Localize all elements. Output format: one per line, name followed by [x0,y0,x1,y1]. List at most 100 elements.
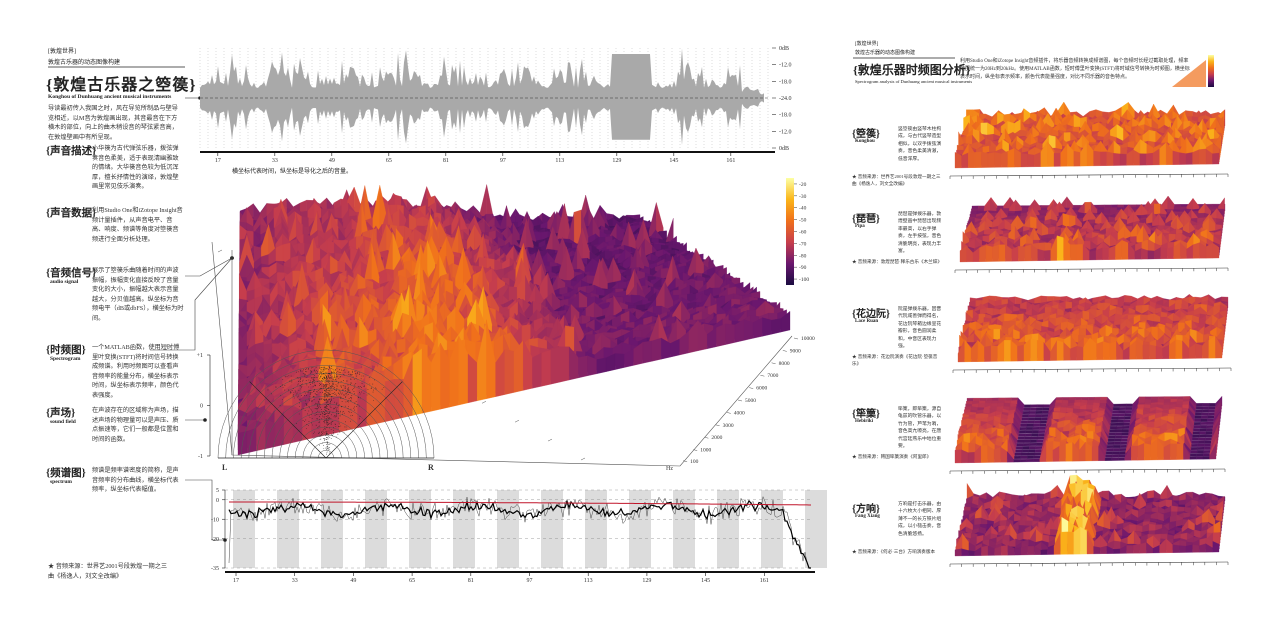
surface-facet [1073,150,1081,167]
x-tick-label: 145 [669,158,678,164]
y-tick-label: -20 [211,537,219,543]
time-tick [580,457,586,461]
surface-facet [994,152,1002,168]
freq-tick [749,387,754,389]
time-tick [217,249,223,253]
mini-colorbar [1208,55,1214,87]
colorbar-label: -20 [799,182,807,188]
surface-facet [1179,152,1187,165]
time-tick [547,438,553,442]
surface-frame [211,241,793,467]
connector [185,257,233,277]
x-tick-label: 97 [527,578,533,584]
surface-facet [1044,250,1051,261]
freq-tick [704,436,709,439]
surface-facet [541,349,551,387]
surface-facet [1056,235,1064,261]
scale-label: -24.0 [779,96,792,102]
connector [150,257,233,351]
surface-facet [1093,150,1101,167]
y-tick-label: -35 [211,566,219,572]
x-tick-label: 65 [409,578,415,584]
colorbar-label: -30 [799,194,807,200]
field-arc [318,450,334,459]
surface-facet [959,245,967,263]
surface-facet [1024,244,1032,262]
freq-label: 100 [690,459,699,465]
scale-label: -18.0 [779,113,792,119]
surface-facet [1034,152,1041,167]
surface-facet [1185,152,1193,165]
surface-facet [651,337,662,362]
surface-facet [550,346,561,385]
spectrogram-surface [237,184,791,456]
x-tick-label: 33 [292,578,298,584]
x-tick-label: 65 [386,158,392,164]
surface-facet [1172,150,1180,165]
surface-facet [992,244,1000,262]
colorbar-label: -80 [799,253,807,259]
surface-facet [1212,152,1220,165]
y-tick-label: 5 [216,488,219,494]
waveform [200,48,764,145]
freq-tick [715,424,720,427]
band [629,490,651,568]
surface-facet [1089,250,1097,261]
x-tick-label: 129 [612,158,621,164]
surface-facet [596,357,607,374]
scale-label: 0dB [779,46,789,52]
freq-label: 1000 [700,448,711,454]
x-tick-label: 113 [584,578,593,584]
freq-label: 7000 [767,373,778,379]
colorbar [786,178,794,285]
surface-facet [1147,250,1155,260]
band [453,490,475,568]
surface-facet [615,353,625,370]
surface-facet [743,319,754,341]
x-tick-label: 33 [272,158,278,164]
surface-facet [987,152,995,168]
colorbar-label: -90 [799,265,807,271]
x-tick-label: 17 [233,578,239,584]
surface-facet [1069,244,1077,261]
freq-tick [782,350,787,352]
time-tick [514,419,520,423]
y-tick-label: 0 [216,498,219,504]
band [673,490,695,568]
freq-label: 8000 [779,361,790,367]
freq-axis-label: Hz [666,466,673,472]
surface-facet [974,151,982,168]
freq-label: 6000 [756,386,767,392]
band [497,490,519,568]
surface-facet [979,244,987,262]
surface-facet [1146,152,1154,166]
spectrogram-surface [959,195,1226,263]
freq-label: 2000 [711,435,722,441]
x-tick-label: 81 [443,158,449,164]
surface-facet [968,152,975,168]
connector [185,479,225,541]
colorbar-label: -40 [799,206,807,212]
surface-facet [771,318,781,335]
y-tick-label: +1 [197,353,203,359]
surface-facet [559,346,570,383]
band [409,490,431,568]
surface-facet [985,245,993,262]
surface-facet [1020,153,1028,168]
freq-tick [771,362,776,365]
freq-label: 4000 [734,410,745,416]
y-tick-label: 0 [200,404,203,410]
band [805,490,827,568]
y-tick-label: -10 [211,517,219,523]
surface-facet [385,379,395,422]
surface-facet [587,355,597,376]
surface-facet [1199,148,1206,165]
surface-facet [1119,153,1127,166]
spectrogram-surface [957,293,1229,363]
freq-label: 3000 [723,423,734,429]
surface-facet [1139,153,1147,166]
left-label: L [222,463,227,472]
x-tick-label: 161 [726,158,735,164]
surface-facet [247,427,257,454]
